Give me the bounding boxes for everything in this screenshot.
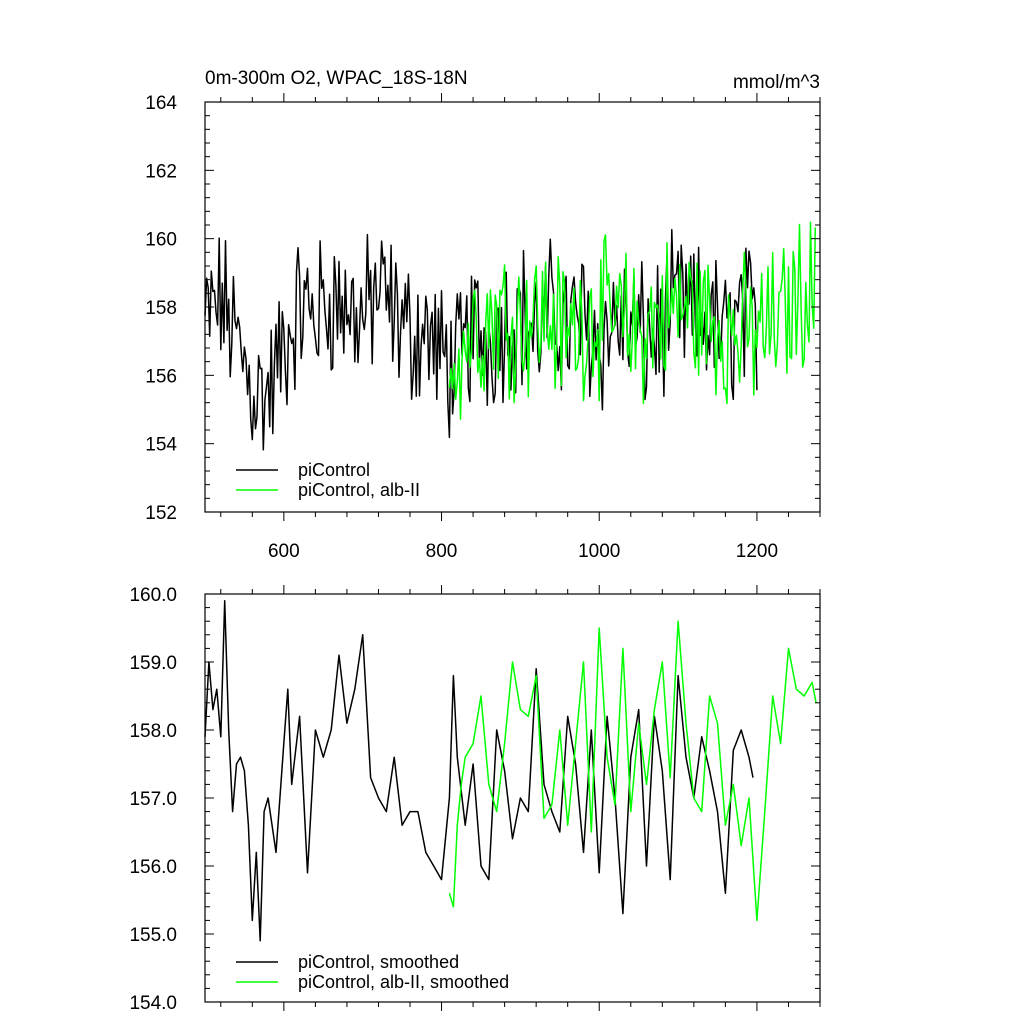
top-panel: 152 154 156 158 160 162 164 600 800 1000 1200: [145, 93, 821, 562]
y-tick-label: 154.0: [129, 993, 177, 1014]
legend-label-picontrol: piControl: [298, 460, 370, 480]
y-tick-label: 158: [145, 298, 177, 319]
y-tick-label: 156.0: [129, 857, 177, 878]
y-tick-label: 155.0: [129, 925, 177, 946]
top-panel-title: 0m-300m O2, WPAC_18S-18N: [205, 68, 468, 89]
top-legend: piControl piControl, alb-II: [236, 460, 420, 500]
series-line-picontrol: [204, 228, 758, 451]
top-panel-units: mmol/m^3: [733, 72, 820, 93]
y-tick-label: 164: [145, 93, 177, 114]
y-tick-label: 160.0: [129, 585, 177, 606]
x-tick-label: 1000: [578, 541, 620, 562]
y-tick-label: 160: [145, 230, 177, 251]
y-tick-label: 154: [145, 435, 177, 456]
bottom-legend: piControl, smoothed piControl, alb-II, s…: [236, 952, 509, 992]
bottom-panel: 154.0 155.0 156.0 157.0 158.0 159.0 160.0: [129, 585, 821, 1014]
y-tick-label: 156: [145, 366, 177, 387]
y-tick-label: 152: [145, 503, 177, 524]
x-tick-label: 800: [426, 541, 458, 562]
series-line-picontrol-alb-ii: [448, 221, 817, 420]
y-tick-label: 162: [145, 161, 177, 182]
y-tick-label: 159.0: [129, 653, 177, 674]
series-line-picontrol-alb-ii-smoothed: [448, 620, 817, 922]
y-tick-label: 157.0: [129, 789, 177, 810]
legend-label-picontrol-smoothed: piControl, smoothed: [298, 952, 459, 972]
y-tick-label: 158.0: [129, 721, 177, 742]
legend-label-picontrol-alb-ii-smoothed: piControl, alb-II, smoothed: [298, 972, 509, 992]
series-line-picontrol-smoothed: [204, 600, 754, 942]
legend-label-picontrol-alb-ii: piControl, alb-II: [298, 480, 420, 500]
x-tick-label: 600: [268, 541, 300, 562]
x-tick-label: 1200: [736, 541, 778, 562]
